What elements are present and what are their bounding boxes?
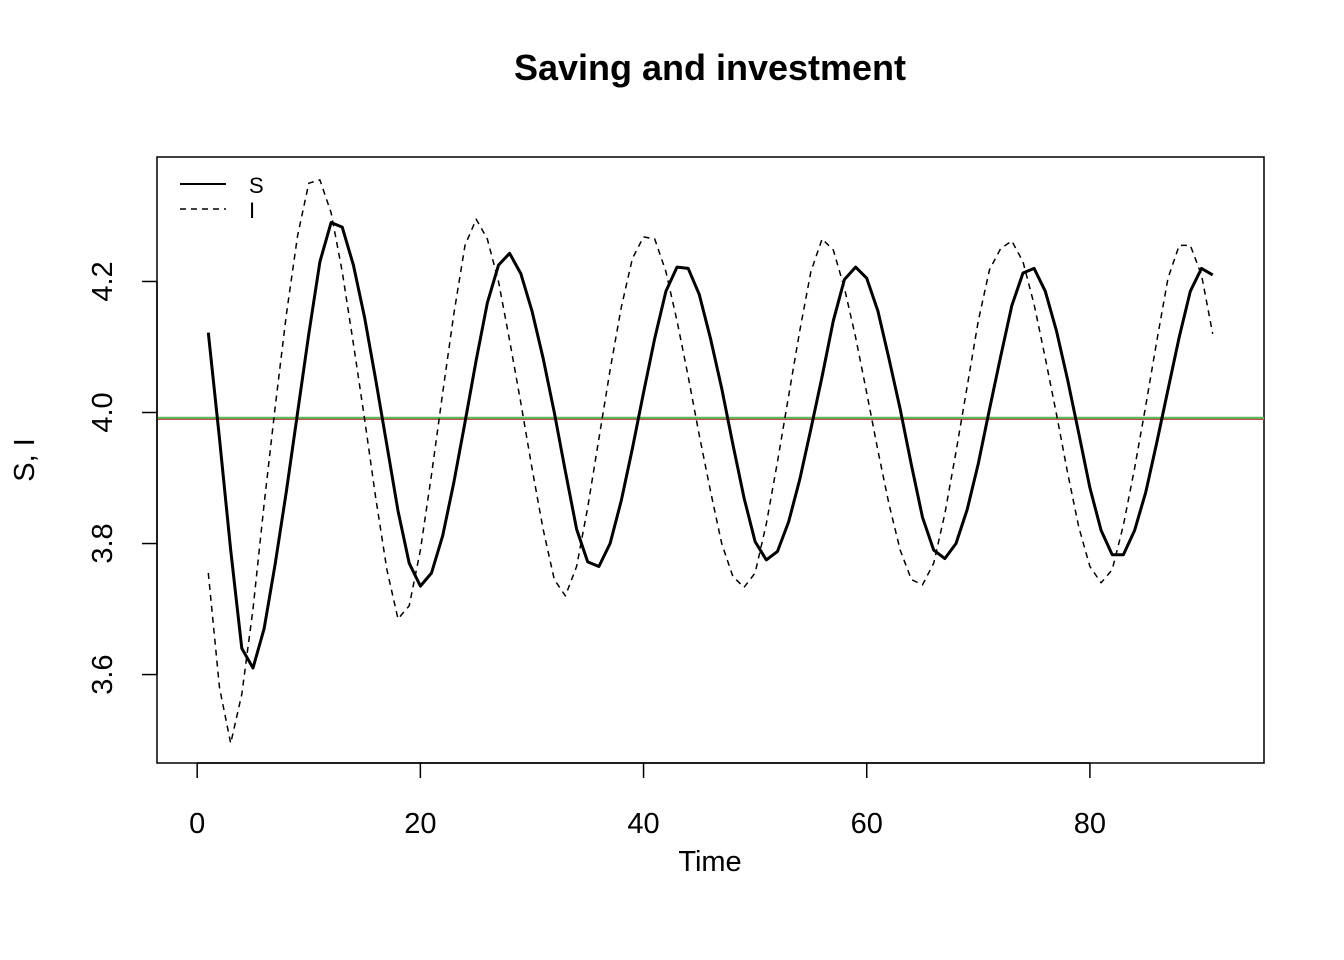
legend: S I xyxy=(180,173,264,223)
x-tick-label: 0 xyxy=(189,808,205,840)
series-line-s xyxy=(206,221,1214,670)
x-axis: 0 20 40 60 80 xyxy=(189,762,1106,840)
legend-label-s: S xyxy=(249,173,264,198)
x-tick-label: 80 xyxy=(1074,808,1106,840)
chart-title: Saving and investment xyxy=(514,47,906,88)
y-axis-label: S, I xyxy=(9,438,41,482)
y-axis: 3.6 3.8 4.0 4.2 xyxy=(87,261,158,695)
x-tick-label: 20 xyxy=(404,808,436,840)
series-layer xyxy=(206,179,1214,745)
y-tick-label: 3.8 xyxy=(87,523,119,563)
x-tick-label: 60 xyxy=(851,808,883,840)
y-tick-label: 4.2 xyxy=(87,261,119,301)
legend-label-i: I xyxy=(249,198,255,223)
x-tick-label: 40 xyxy=(627,808,659,840)
series-line-i xyxy=(207,179,1214,745)
y-tick-label: 4.0 xyxy=(87,392,119,432)
y-tick-label: 3.6 xyxy=(87,654,119,694)
reference-lines xyxy=(157,416,1264,421)
x-axis-label: Time xyxy=(678,846,741,878)
